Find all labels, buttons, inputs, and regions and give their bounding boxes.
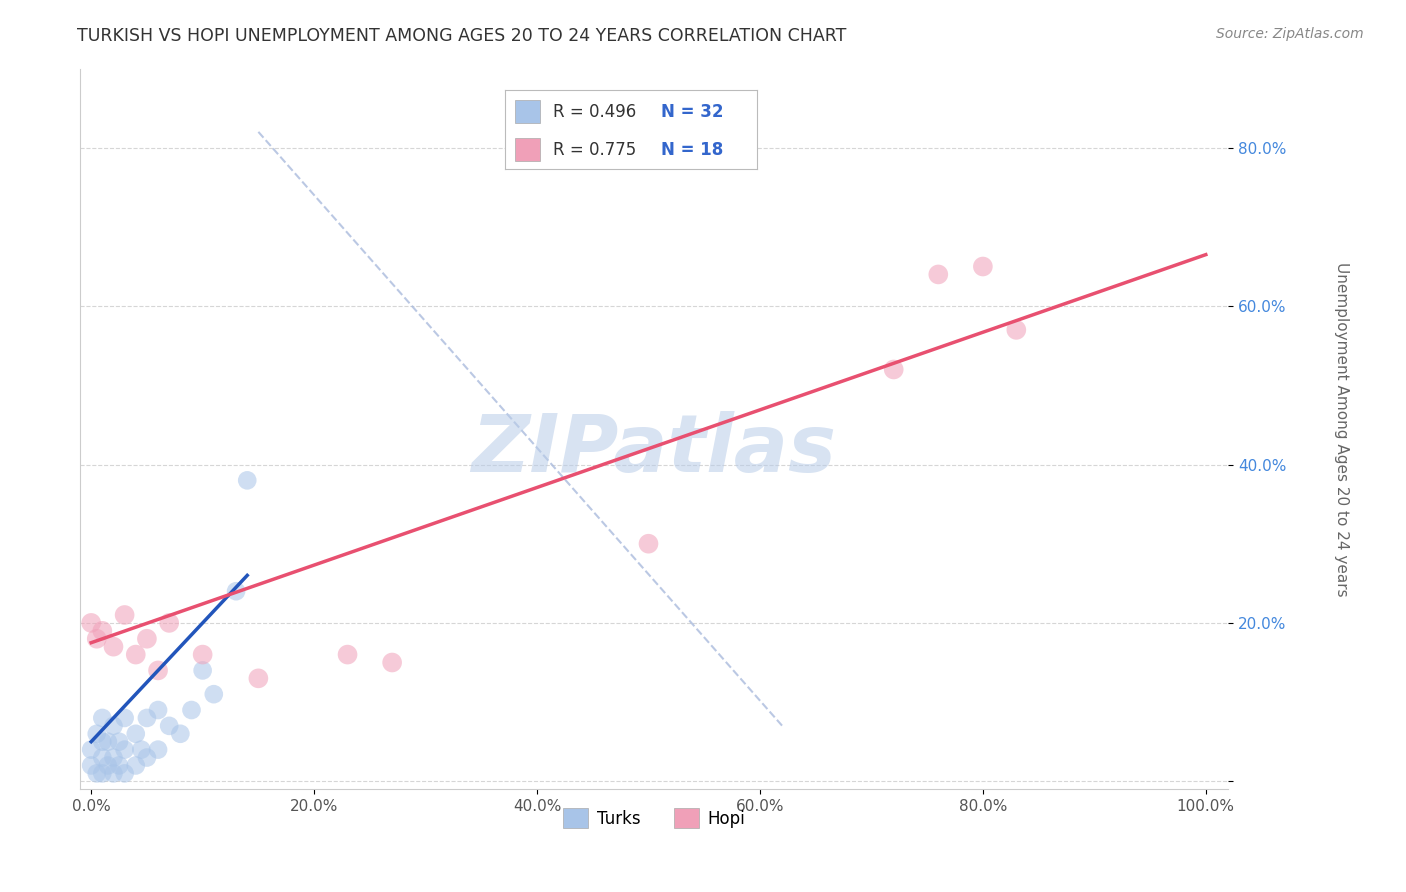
Point [637, 537, 659, 551]
Point [91, 766, 114, 780]
Text: ZIPatlas: ZIPatlas [471, 411, 837, 490]
Point [125, 758, 148, 772]
Point [146, 664, 169, 678]
Point [225, 584, 247, 599]
Legend: Turks, Hopi: Turks, Hopi [557, 801, 751, 835]
Point [108, 735, 131, 749]
Point [91, 624, 114, 638]
Point [86, 766, 108, 780]
Point [180, 703, 202, 717]
Point [80, 742, 103, 756]
Point [1005, 323, 1028, 337]
Point [80, 758, 103, 772]
Text: Source: ZipAtlas.com: Source: ZipAtlas.com [1216, 27, 1364, 41]
Point [146, 742, 169, 756]
Point [202, 687, 225, 701]
Point [972, 260, 994, 274]
Point [146, 703, 169, 717]
Point [247, 671, 270, 685]
Point [336, 648, 359, 662]
Point [191, 664, 214, 678]
Point [91, 750, 114, 764]
Point [97, 735, 120, 749]
Point [114, 766, 136, 780]
Point [157, 719, 180, 733]
Point [80, 615, 103, 630]
Point [103, 719, 125, 733]
Point [114, 711, 136, 725]
Point [883, 362, 905, 376]
Point [236, 474, 259, 488]
Point [135, 632, 157, 646]
Point [169, 727, 191, 741]
Point [131, 742, 153, 756]
Point [114, 742, 136, 756]
Point [91, 735, 114, 749]
Point [97, 758, 120, 772]
Point [157, 615, 180, 630]
Point [108, 758, 131, 772]
Text: TURKISH VS HOPI UNEMPLOYMENT AMONG AGES 20 TO 24 YEARS CORRELATION CHART: TURKISH VS HOPI UNEMPLOYMENT AMONG AGES … [77, 27, 846, 45]
Point [91, 711, 114, 725]
Point [103, 766, 125, 780]
Point [103, 750, 125, 764]
Point [135, 750, 157, 764]
Point [114, 607, 136, 622]
Point [103, 640, 125, 654]
Point [125, 648, 148, 662]
Point [86, 727, 108, 741]
Point [86, 632, 108, 646]
Point [135, 711, 157, 725]
Point [381, 656, 404, 670]
Point [125, 727, 148, 741]
Point [927, 268, 949, 282]
Point [191, 648, 214, 662]
Y-axis label: Unemployment Among Ages 20 to 24 years: Unemployment Among Ages 20 to 24 years [1334, 261, 1348, 596]
